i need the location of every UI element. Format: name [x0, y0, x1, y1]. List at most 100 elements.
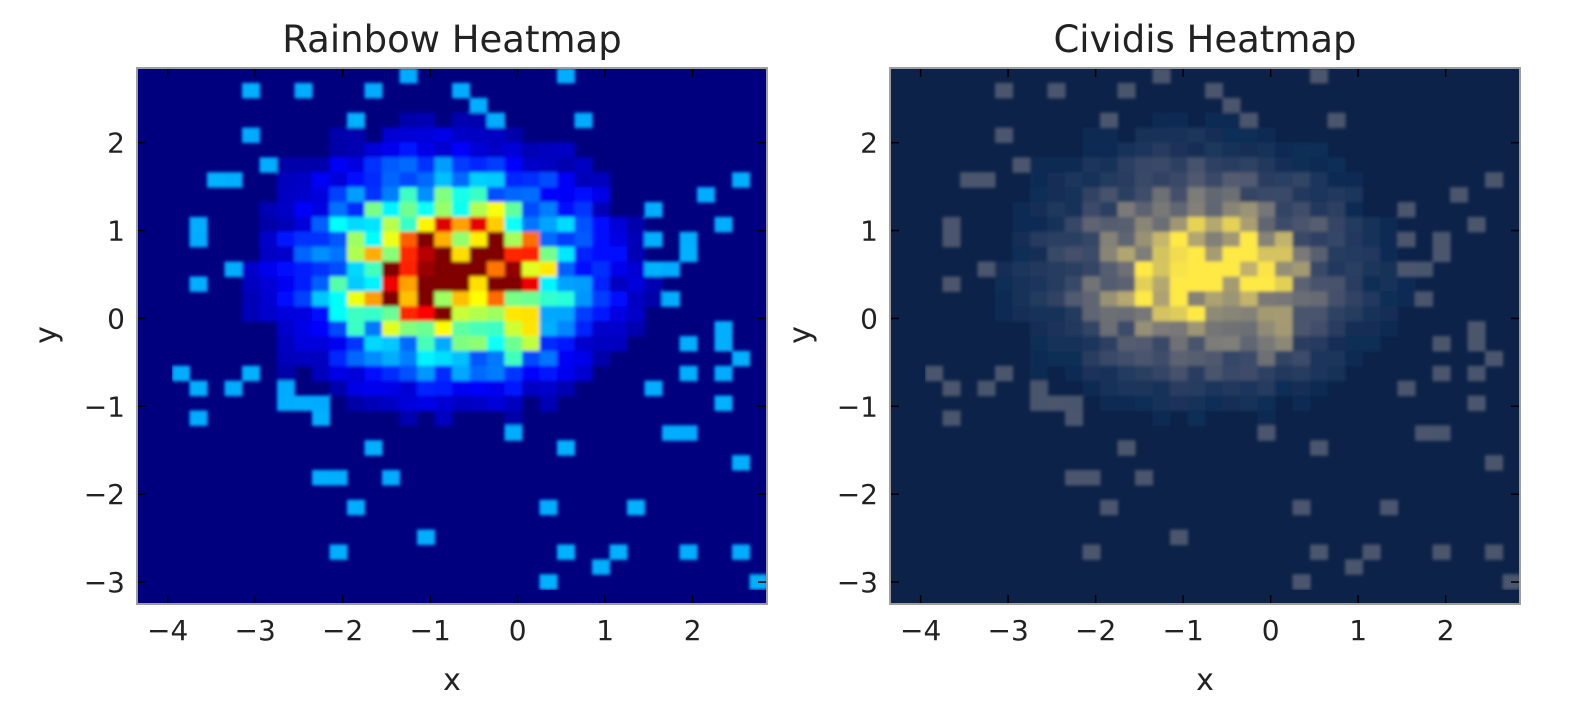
heatmap-cell [364, 261, 383, 278]
heatmap-cell [1082, 306, 1101, 322]
heatmap-cell [434, 142, 453, 158]
heatmap-cell [1450, 187, 1469, 203]
heatmap-cell [1100, 216, 1119, 233]
heatmap-cell [1152, 231, 1171, 248]
y-tick-label: 1 [860, 215, 878, 248]
heatmap-cell [1240, 276, 1259, 292]
heatmap-cell [347, 157, 366, 173]
heatmap-cell [1152, 365, 1171, 382]
heatmap-cell [347, 142, 366, 158]
heatmap-cell [1100, 499, 1119, 516]
heatmap-cell [539, 202, 558, 218]
heatmap-cell [995, 291, 1014, 307]
heatmap-cell [417, 261, 436, 278]
heatmap-cell [1275, 321, 1294, 337]
heatmap-cell [1275, 157, 1294, 173]
heatmap-cell [452, 127, 471, 144]
heatmap-cell [399, 187, 418, 203]
heatmap-cell [1170, 172, 1189, 188]
heatmap-cell [1030, 336, 1049, 352]
heatmap-cell [364, 142, 383, 158]
heatmap-cell [1432, 246, 1451, 263]
heatmap-cell [487, 365, 506, 382]
heatmap-cell [1415, 261, 1434, 278]
heatmap-cell [294, 261, 313, 278]
heatmap-cell [1292, 202, 1311, 218]
heatmap-cell [1152, 157, 1171, 173]
heatmap-cell [1380, 306, 1399, 322]
heatmap-cell [1362, 276, 1381, 292]
heatmap-cell [1275, 216, 1294, 233]
heatmap-cell [1275, 187, 1294, 203]
heatmap-cell [1205, 187, 1224, 203]
heatmap-cell [329, 321, 348, 337]
heatmap-cell [434, 202, 453, 218]
heatmap-cell [1240, 336, 1259, 352]
heatmap-cell [1170, 202, 1189, 218]
heatmap-cell [504, 425, 523, 441]
heatmap-cell [1240, 261, 1259, 278]
heatmap-cell [1135, 261, 1154, 278]
heatmap-cell [452, 321, 471, 337]
rainbow-heatmap-title: Rainbow Heatmap [282, 18, 621, 61]
heatmap-cell [434, 246, 453, 263]
heatmap-cell [399, 306, 418, 322]
heatmap-cell [1100, 112, 1119, 129]
heatmap-cell [714, 395, 733, 412]
heatmap-cell [1345, 202, 1364, 218]
heatmap-cell [1082, 246, 1101, 263]
rainbow-heatmap-ticks [137, 68, 767, 604]
heatmap-cell [1275, 202, 1294, 218]
heatmap-cell [399, 202, 418, 218]
heatmap-cell [364, 172, 383, 188]
heatmap-cell [1292, 231, 1311, 248]
heatmap-cell [1152, 380, 1171, 397]
heatmap-cell [469, 291, 488, 307]
heatmap-cell [1310, 380, 1329, 397]
heatmap-cell [609, 246, 628, 263]
heatmap-cell [1222, 350, 1241, 367]
heatmap-cell [1275, 261, 1294, 278]
cividis-heatmap-cells [925, 68, 1520, 590]
heatmap-cell [1030, 246, 1049, 263]
heatmap-cell [1030, 350, 1049, 367]
x-tick-label: −3 [987, 614, 1028, 647]
heatmap-cell [732, 172, 751, 188]
heatmap-cell [522, 306, 541, 322]
heatmap-cell [1012, 246, 1031, 263]
heatmap-cell [487, 216, 506, 233]
heatmap-cell [1327, 246, 1346, 263]
heatmap-cell [1310, 321, 1329, 337]
heatmap-cell [1047, 246, 1066, 263]
heatmap-cell [1030, 395, 1049, 412]
heatmap-cell [1170, 529, 1189, 546]
heatmap-cell [574, 365, 593, 382]
heatmap-cell [294, 350, 313, 367]
heatmap-cell [1257, 336, 1276, 352]
heatmap-cell [364, 350, 383, 367]
heatmap-cell [557, 440, 576, 456]
heatmap-cell [539, 365, 558, 382]
heatmap-cell [1205, 380, 1224, 397]
heatmap-cell [1327, 112, 1346, 129]
heatmap-cell [487, 350, 506, 367]
heatmap-cell [942, 276, 961, 292]
heatmap-cell [294, 306, 313, 322]
heatmap-cell [434, 306, 453, 322]
heatmap-cell [539, 157, 558, 173]
heatmap-cell [609, 306, 628, 322]
heatmap-cell [1397, 291, 1416, 307]
heatmap-cell [504, 187, 523, 203]
heatmap-cell [1030, 216, 1049, 233]
heatmap-cell [294, 246, 313, 263]
heatmap-cell [574, 321, 593, 337]
heatmap-cell [347, 365, 366, 382]
heatmap-cell [1432, 425, 1451, 441]
heatmap-cell [277, 321, 296, 337]
heatmap-cell [1135, 187, 1154, 203]
y-tick-label: −1 [84, 390, 125, 423]
heatmap-cell [364, 336, 383, 352]
heatmap-cell [452, 202, 471, 218]
heatmap-cell [1170, 321, 1189, 337]
heatmap-cell [1257, 202, 1276, 218]
